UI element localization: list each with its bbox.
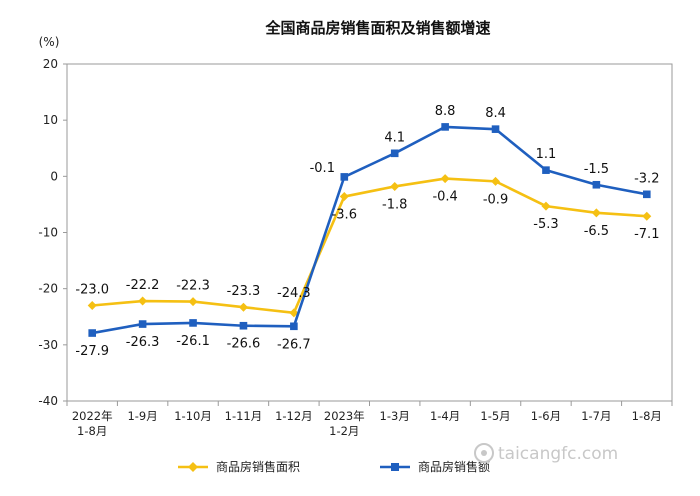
data-point[interactable] bbox=[138, 320, 147, 328]
data-label: -7.1 bbox=[634, 227, 659, 242]
data-point[interactable] bbox=[138, 296, 148, 306]
data-label: -3.6 bbox=[332, 208, 357, 223]
data-label: 1.1 bbox=[536, 147, 557, 162]
data-label: -24.3 bbox=[277, 286, 311, 301]
data-point[interactable] bbox=[88, 329, 97, 337]
legend-marker-sales bbox=[391, 463, 399, 471]
data-label: -0.4 bbox=[432, 190, 457, 205]
watermark-icon bbox=[474, 443, 494, 463]
series-line-0 bbox=[92, 177, 647, 315]
data-point[interactable] bbox=[441, 123, 449, 131]
data-point[interactable] bbox=[188, 297, 198, 307]
data-label: -23.0 bbox=[75, 283, 109, 298]
data-label: -6.5 bbox=[584, 224, 609, 239]
x-tick-label: 1-3月 bbox=[380, 409, 410, 423]
x-tick-label: 1-11月 bbox=[225, 409, 263, 423]
data-label: -3.2 bbox=[634, 171, 659, 186]
legend-item-sales[interactable]: 商品房销售额 bbox=[380, 459, 490, 474]
watermark: taicangfc.com bbox=[474, 443, 618, 464]
data-label: -26.7 bbox=[277, 337, 311, 352]
data-label: -26.6 bbox=[227, 337, 261, 352]
series-line-1 bbox=[91, 125, 648, 335]
data-point[interactable] bbox=[289, 308, 299, 318]
legend-label-sales: 商品房销售额 bbox=[418, 459, 490, 474]
plot-border bbox=[66, 63, 673, 402]
data-label: -26.3 bbox=[126, 335, 160, 350]
data-point[interactable] bbox=[390, 149, 399, 158]
data-point[interactable] bbox=[238, 302, 248, 312]
data-point[interactable] bbox=[290, 322, 298, 331]
data-point[interactable] bbox=[541, 201, 551, 211]
x-tick-label: 1-12月 bbox=[275, 409, 313, 423]
x-tick-label: 2023年 bbox=[324, 409, 365, 423]
legend-marker-area bbox=[188, 462, 198, 472]
y-tick-label: 10 bbox=[43, 113, 58, 127]
data-point[interactable] bbox=[642, 190, 651, 199]
data-point[interactable] bbox=[591, 208, 601, 218]
y-tick-label: -20 bbox=[38, 282, 58, 296]
x-tick-label: 1-4月 bbox=[430, 409, 460, 423]
data-label: -22.3 bbox=[176, 279, 210, 294]
plot-area bbox=[66, 63, 673, 402]
legend: 商品房销售面积 商品房销售额 bbox=[178, 459, 490, 474]
data-label: 4.1 bbox=[384, 130, 405, 145]
data-point[interactable] bbox=[339, 192, 349, 202]
data-point[interactable] bbox=[642, 211, 652, 221]
data-point[interactable] bbox=[491, 125, 500, 133]
data-point[interactable] bbox=[542, 166, 550, 174]
x-tick-label: 1-9月 bbox=[127, 409, 157, 423]
data-point[interactable] bbox=[340, 173, 349, 181]
y-tick-label: -10 bbox=[38, 226, 58, 240]
chart-title: 全国商品房销售面积及销售额增速 bbox=[264, 19, 490, 37]
data-label: -23.3 bbox=[227, 284, 261, 299]
legend-item-area[interactable]: 商品房销售面积 bbox=[178, 459, 300, 474]
series-layer bbox=[87, 123, 652, 337]
y-tick-label: 20 bbox=[43, 57, 58, 71]
data-point[interactable] bbox=[592, 180, 601, 189]
x-tick-label: 1-5月 bbox=[480, 409, 510, 423]
data-point[interactable] bbox=[239, 321, 248, 330]
x-tick-label: 2022年 bbox=[72, 409, 113, 423]
x-tick-label: 1-2月 bbox=[329, 424, 359, 438]
x-tick-label: 1-8月 bbox=[77, 424, 107, 438]
x-tick-label: 1-6月 bbox=[531, 409, 561, 423]
data-point[interactable] bbox=[491, 176, 501, 186]
data-label: 8.4 bbox=[485, 106, 506, 121]
data-label: -0.1 bbox=[310, 161, 335, 176]
x-tick-label: 1-7月 bbox=[581, 409, 611, 423]
legend-label-area: 商品房销售面积 bbox=[216, 459, 300, 474]
data-label: -26.1 bbox=[176, 334, 210, 349]
y-tick-label: -30 bbox=[38, 338, 58, 352]
watermark-icon-dot bbox=[481, 450, 487, 456]
y-unit-label: (%) bbox=[39, 35, 60, 49]
data-label: -22.2 bbox=[126, 278, 160, 293]
data-label: -5.3 bbox=[533, 217, 558, 232]
data-point[interactable] bbox=[390, 181, 400, 191]
data-label: -0.9 bbox=[483, 192, 508, 207]
y-tick-label: 0 bbox=[50, 169, 58, 183]
data-label: 8.8 bbox=[435, 104, 456, 119]
x-tick-label: 1-10月 bbox=[174, 409, 212, 423]
data-point[interactable] bbox=[87, 301, 97, 311]
data-labels: -23.0 -22.2 -22.3 -23.3 -24.3 -3.6 -1.8 -0.4 -0.… bbox=[75, 104, 659, 359]
x-tick-label: 1-8月 bbox=[632, 409, 662, 423]
data-point[interactable] bbox=[189, 319, 197, 327]
y-axis: 20 10 0 -10 -20 -30 -40 bbox=[38, 57, 67, 408]
data-point[interactable] bbox=[440, 174, 450, 184]
data-label: -1.5 bbox=[584, 162, 609, 177]
data-label: -27.9 bbox=[75, 344, 109, 359]
y-tick-label: -40 bbox=[38, 394, 58, 408]
data-label: -1.8 bbox=[382, 197, 407, 212]
watermark-text: taicangfc.com bbox=[498, 444, 618, 464]
